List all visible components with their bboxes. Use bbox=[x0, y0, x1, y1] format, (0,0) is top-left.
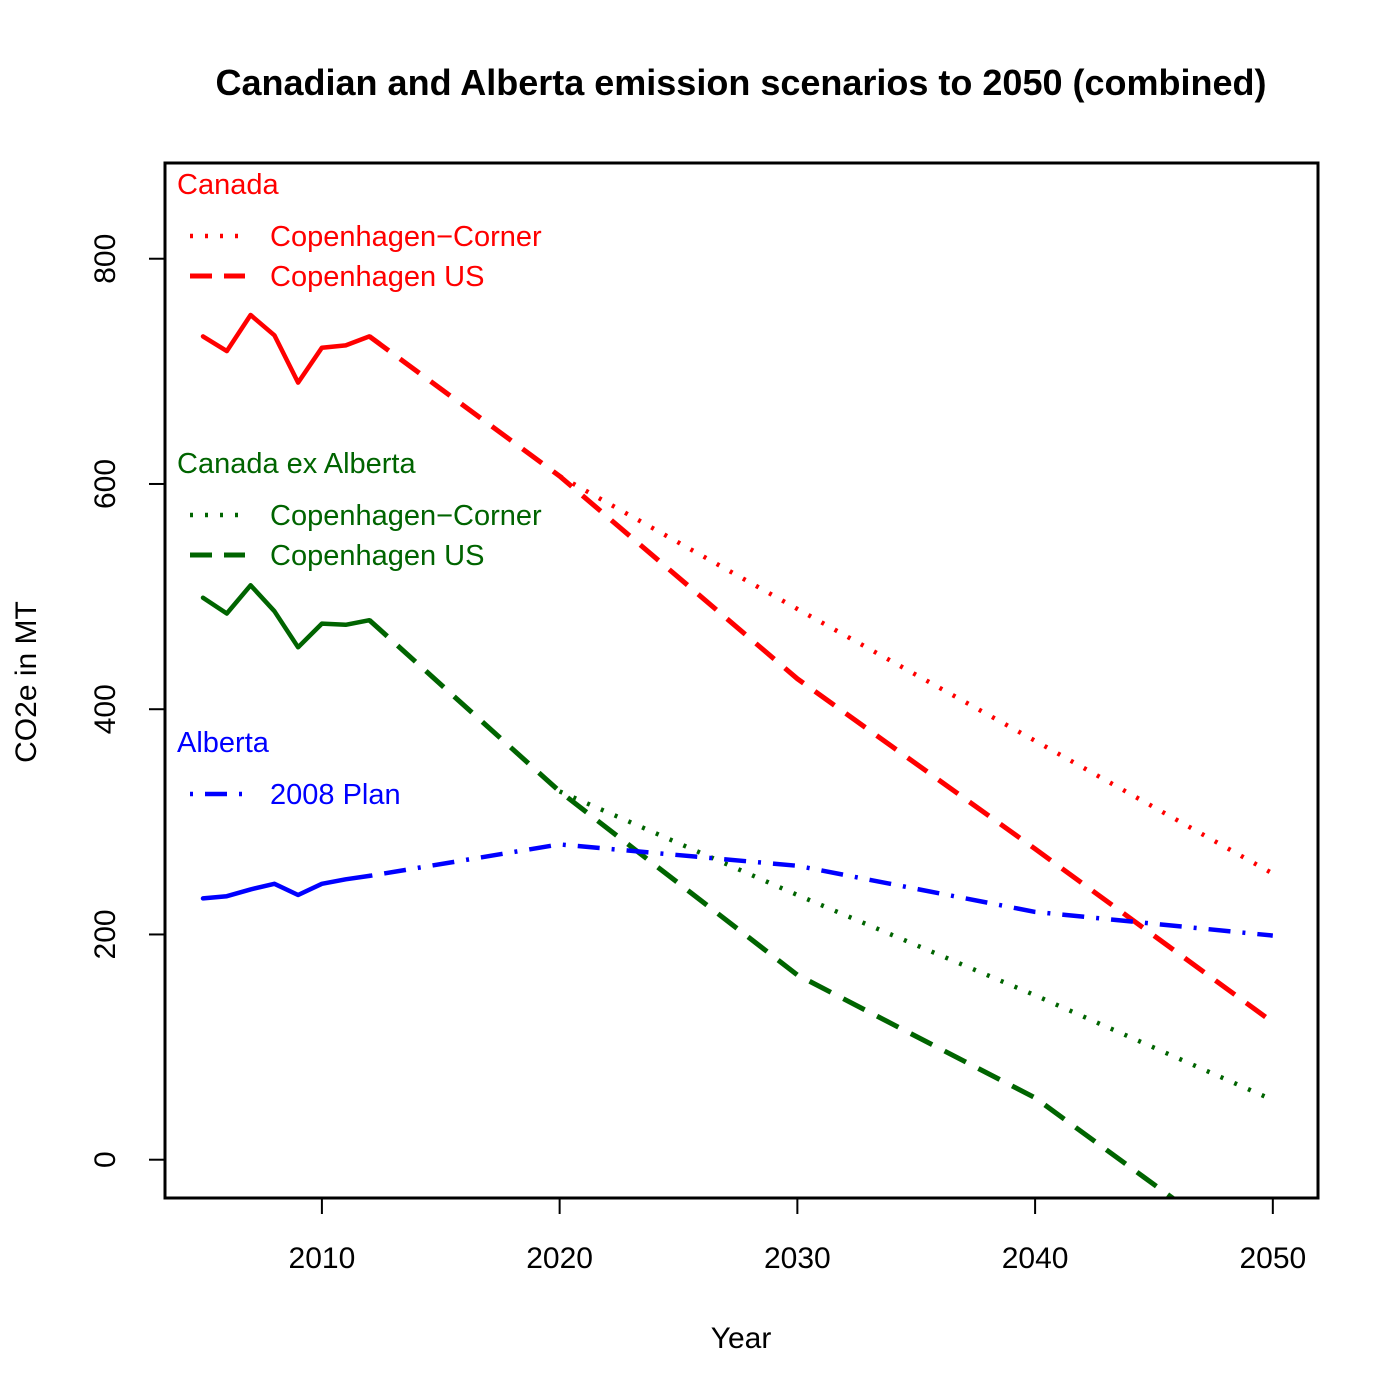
x-tick-label: 2030 bbox=[764, 1242, 831, 1275]
x-tick-label: 2010 bbox=[289, 1242, 356, 1275]
legend-label: Copenhagen US bbox=[270, 540, 484, 572]
series-line-canada-ex-alberta-copenhagen-corner bbox=[558, 789, 1274, 1103]
chart-title: Canadian and Alberta emission scenarios … bbox=[216, 62, 1267, 103]
y-tick-label: 400 bbox=[89, 684, 122, 734]
series-line-canada-ex-alberta-copenhagen-us bbox=[367, 618, 1177, 1198]
x-tick-label: 2050 bbox=[1239, 1242, 1306, 1275]
y-axis: 0 200 400 600 800 bbox=[89, 234, 166, 1168]
legend-group-canada-ex-alberta: Canada ex Alberta Copenhagen−Corner Copenh… bbox=[177, 448, 542, 572]
legend-label: 2008 Plan bbox=[270, 779, 401, 811]
legend-label: Copenhagen−Corner bbox=[270, 221, 542, 253]
series-line-canada-ex-alberta-historical bbox=[200, 583, 372, 650]
legend-group-canada: Canada Copenhagen−Corner Copenhagen US bbox=[177, 169, 542, 293]
y-axis-label: CO2e in MT bbox=[10, 601, 43, 763]
series-layer bbox=[200, 312, 1275, 1198]
series-line-canada-copenhagen-us bbox=[367, 334, 1275, 1025]
plot-frame bbox=[163, 161, 1320, 1200]
y-tick-label: 200 bbox=[89, 909, 122, 959]
x-tick-label: 2020 bbox=[526, 1242, 593, 1275]
series-line-alberta-historical bbox=[200, 873, 372, 901]
series-line-canada-historical bbox=[200, 312, 372, 385]
legend-label: Copenhagen US bbox=[270, 261, 484, 293]
legend-heading: Canada ex Alberta bbox=[177, 448, 416, 480]
x-axis-label: Year bbox=[711, 1322, 772, 1355]
x-tick-label: 2040 bbox=[1002, 1242, 1069, 1275]
legend-heading: Alberta bbox=[177, 727, 270, 759]
series-line-canada-copenhagen-corner bbox=[558, 474, 1274, 876]
y-tick-label: 0 bbox=[89, 1151, 122, 1168]
legend-heading: Canada bbox=[177, 169, 279, 201]
series-line-alberta-2008-plan bbox=[369, 842, 1274, 938]
y-tick-label: 800 bbox=[89, 234, 122, 284]
y-tick-label: 600 bbox=[89, 459, 122, 509]
x-axis: 2010 2020 2030 2040 2050 bbox=[289, 1197, 1306, 1275]
legend-label: Copenhagen−Corner bbox=[270, 500, 542, 532]
